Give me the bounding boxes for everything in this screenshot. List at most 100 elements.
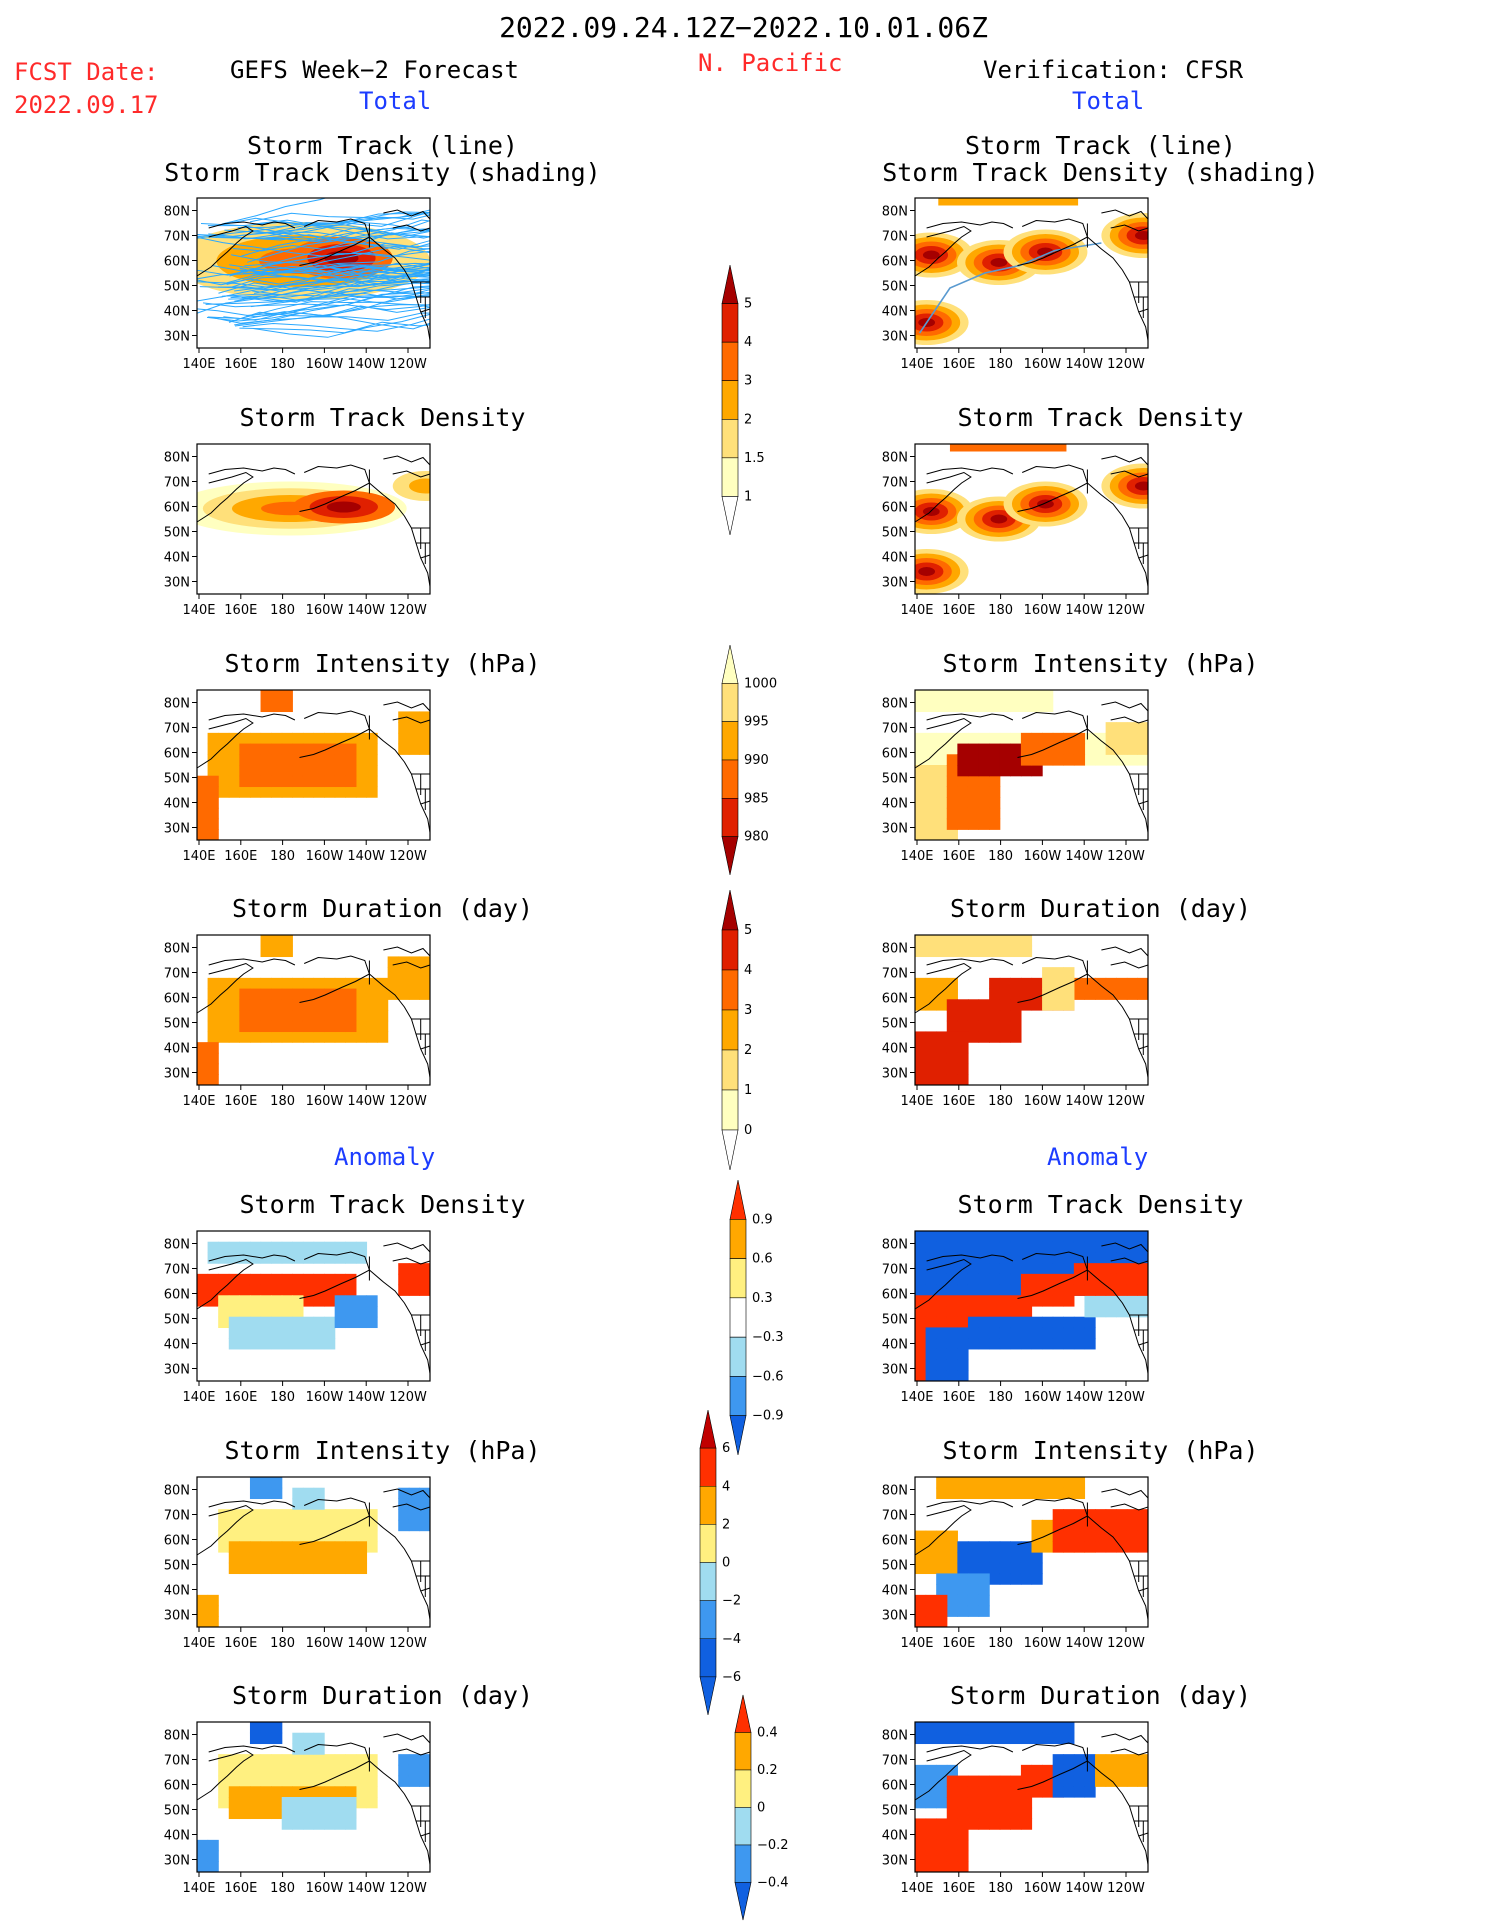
intensity-cell	[967, 732, 980, 745]
fcst-date-label: FCST Date:	[14, 58, 159, 86]
colorbar-label: −0.2	[757, 1838, 789, 1853]
anomaly-cell	[999, 1306, 1011, 1318]
duration-cell	[345, 1020, 357, 1033]
anomaly-cell	[334, 1764, 346, 1777]
duration-cell	[925, 1052, 937, 1065]
lon-tick-label: 180	[270, 1094, 295, 1109]
anomaly-cell	[302, 1541, 315, 1553]
duration-cell	[957, 1031, 969, 1043]
anomaly-cell	[936, 1839, 948, 1852]
intensity-cell	[936, 797, 948, 809]
anomaly-cell	[292, 1562, 304, 1575]
intensity-cell	[936, 754, 948, 766]
anomaly-cell	[239, 1252, 251, 1264]
anomaly-cell	[260, 1530, 272, 1542]
anomaly-cell	[260, 1487, 272, 1500]
anomaly-cell	[925, 1273, 937, 1286]
anomaly-cell	[260, 1252, 272, 1264]
anomaly-cell	[999, 1562, 1011, 1575]
lon-tick-label: 140W	[347, 1094, 385, 1109]
anomaly-cell	[1010, 1306, 1022, 1318]
duration-cell	[925, 1063, 937, 1075]
anomaly-cell	[355, 1306, 368, 1318]
anomaly-cell	[345, 1775, 357, 1787]
anomaly-cell	[366, 1530, 378, 1542]
anomaly-cell	[978, 1327, 990, 1339]
anomaly-cell	[260, 1477, 272, 1489]
anomaly-cell	[281, 1764, 293, 1777]
coastline	[208, 1500, 296, 1508]
lat-tick-label: 80N	[164, 1729, 190, 1744]
anomaly-cell	[207, 1273, 219, 1286]
anomaly-cell	[915, 1359, 927, 1371]
intensity-cell	[260, 786, 272, 798]
duration-cell	[313, 1020, 325, 1033]
anomaly-cell	[1063, 1263, 1075, 1275]
coastline	[196, 1504, 254, 1556]
anomaly-cell	[1137, 1306, 1148, 1318]
intensity-cell	[1116, 722, 1128, 734]
duration-cell	[1084, 977, 1096, 990]
anomaly-cell	[999, 1797, 1011, 1809]
lat-tick-label: 50N	[882, 280, 908, 295]
intensity-cell	[967, 743, 980, 755]
anomaly-cell	[1020, 1487, 1033, 1500]
anomaly-cell	[1084, 1263, 1096, 1275]
anomaly-cell	[1063, 1231, 1075, 1243]
lon-tick-label: 120W	[389, 1881, 427, 1896]
anomaly-cell	[1031, 1231, 1043, 1243]
lat-tick-label: 30N	[882, 1609, 908, 1624]
storm-track-line	[219, 214, 430, 227]
anomaly-cell	[1095, 1273, 1107, 1286]
panel-title-duration-left: Storm Duration (day)	[231, 894, 534, 923]
duration-cell	[978, 999, 990, 1011]
anomaly-cell	[345, 1252, 357, 1264]
anomaly-cell	[1020, 1316, 1033, 1329]
anomaly-cell	[260, 1786, 272, 1798]
anomaly-cell	[1126, 1295, 1139, 1307]
intensity-cell	[228, 732, 240, 745]
anomaly-cell	[925, 1370, 937, 1381]
duration-cell	[197, 1042, 209, 1054]
lon-tick-label: 160W	[306, 849, 344, 864]
coastline	[383, 209, 431, 220]
anomaly-cell	[1052, 1722, 1064, 1734]
anomaly-cell	[946, 1241, 958, 1254]
anomaly-cell	[989, 1775, 1001, 1787]
anomaly-cell	[324, 1509, 336, 1521]
lon-tick-label: 140W	[1065, 603, 1103, 618]
storm-track-line	[237, 209, 430, 229]
anomaly-cell	[946, 1284, 958, 1296]
lon-tick-label: 140E	[900, 357, 933, 372]
intensity-cell	[957, 786, 969, 798]
anomaly-cell	[1084, 1252, 1096, 1264]
duration-cell	[249, 1020, 262, 1033]
anomaly-cell	[1073, 1231, 1086, 1243]
intensity-cell	[936, 829, 948, 840]
anomaly-cell	[398, 1519, 410, 1532]
anomaly-cell	[1042, 1231, 1054, 1243]
anomaly-cell	[1105, 1241, 1117, 1254]
intensity-cell	[302, 743, 315, 755]
intensity-cell	[978, 754, 990, 766]
lon-tick-label: 140E	[182, 1636, 215, 1651]
anomaly-cell	[1084, 1775, 1096, 1787]
anomaly-cell	[1010, 1338, 1022, 1350]
panel-frame	[196, 934, 431, 1086]
duration-cell	[302, 1031, 315, 1043]
anomaly-cell	[197, 1273, 209, 1286]
anomaly-cell	[355, 1295, 368, 1307]
duration-cell	[207, 1042, 219, 1054]
panel-frame	[196, 689, 431, 841]
lat-tick-label: 60N	[882, 255, 908, 270]
intensity-cell	[946, 797, 958, 809]
duration-cell	[999, 977, 1011, 990]
duration-cell	[925, 1074, 937, 1085]
colorbar-segment	[734, 1807, 752, 1846]
anomaly-cell	[925, 1552, 937, 1564]
anomaly-cell	[355, 1754, 368, 1766]
anomaly-cell	[1042, 1519, 1054, 1532]
lon-tick-label: 140W	[347, 1390, 385, 1405]
anomaly-cell	[967, 1552, 980, 1564]
storm-track-line	[242, 318, 430, 332]
